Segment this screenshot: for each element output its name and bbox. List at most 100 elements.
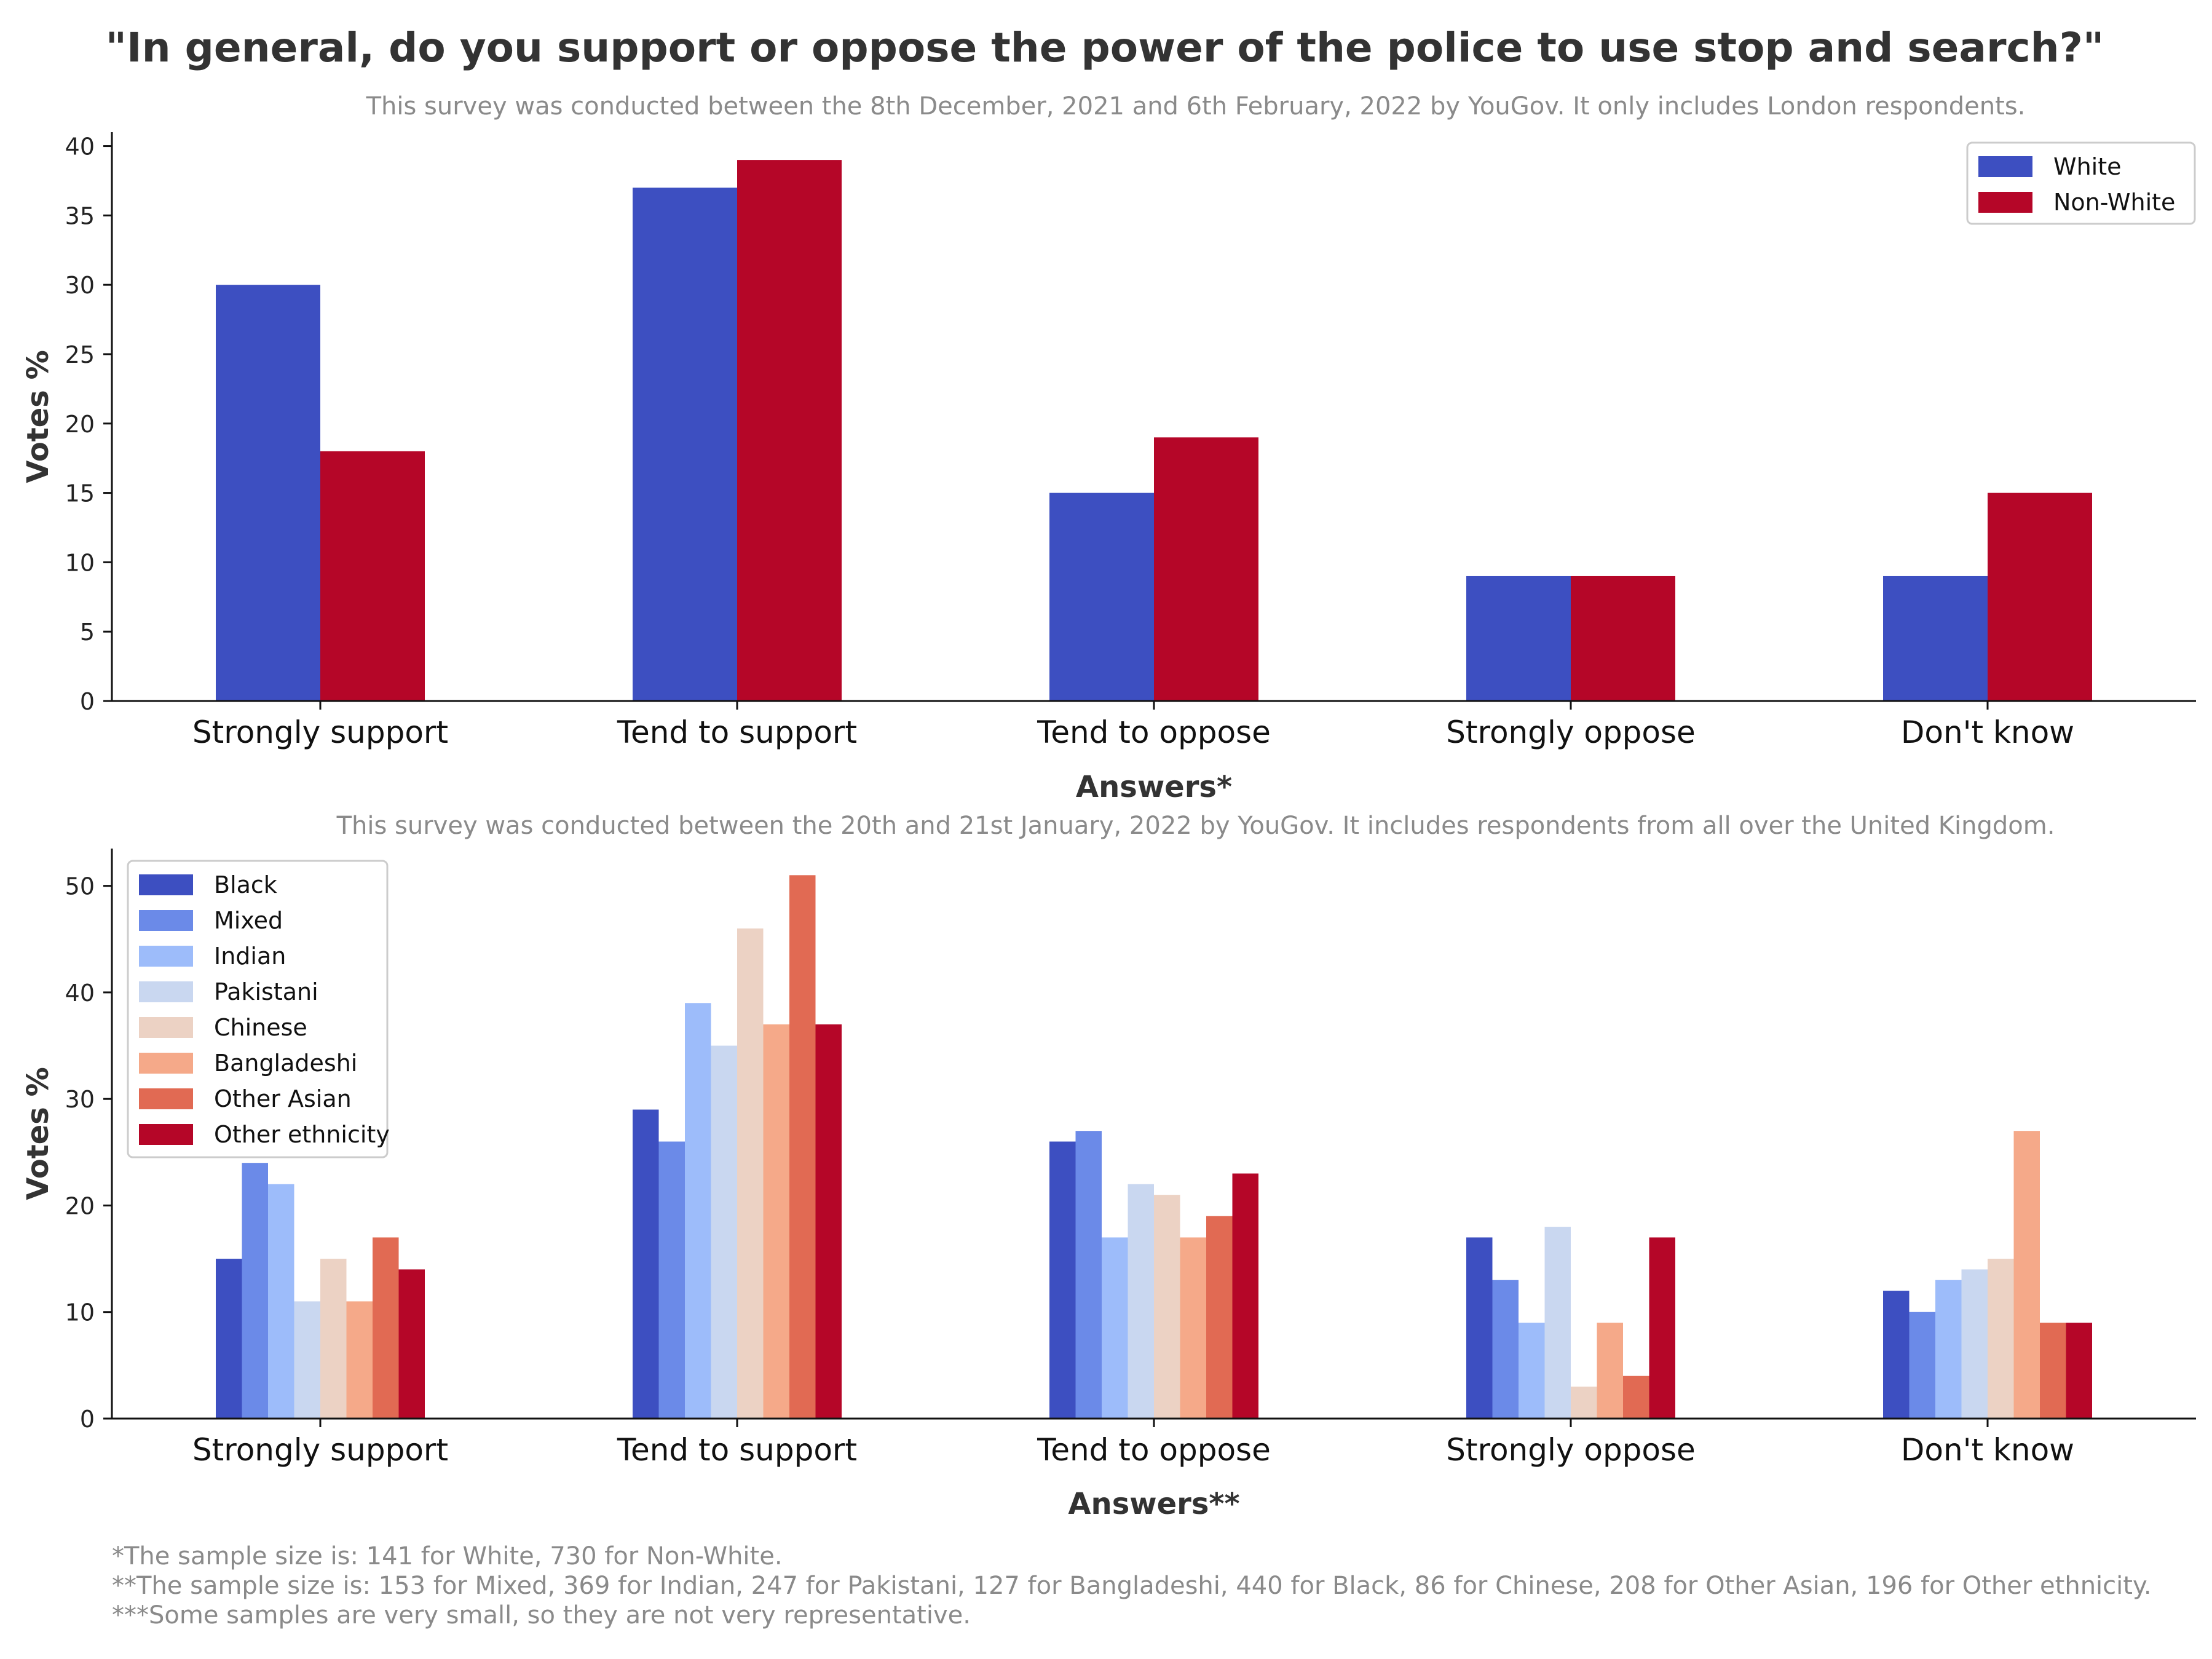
legend-swatch xyxy=(139,910,193,931)
x-tick-label: Strongly oppose xyxy=(1446,715,1696,750)
bar-pakistani-0 xyxy=(294,1301,320,1419)
footnote-3: ***Some samples are very small, so they … xyxy=(112,1601,971,1629)
bar-indian-4 xyxy=(1935,1280,1962,1419)
x-axis-label: Answers** xyxy=(1068,1487,1239,1521)
bar-white-2 xyxy=(1049,493,1154,701)
x-tick-label: Don't know xyxy=(1901,1432,2074,1468)
bar-bangladeshi-4 xyxy=(2013,1131,2040,1419)
x-tick-label: Strongly oppose xyxy=(1446,1432,1696,1468)
y-tick-label: 40 xyxy=(65,133,95,160)
x-tick-label: Strongly support xyxy=(192,715,448,750)
x-tick-label: Tend to oppose xyxy=(1037,1432,1271,1468)
bar-non-white-1 xyxy=(737,160,842,701)
bar-bangladeshi-2 xyxy=(1180,1237,1206,1419)
y-tick-label: 15 xyxy=(65,480,95,507)
footnote-2: **The sample size is: 153 for Mixed, 369… xyxy=(112,1572,2152,1600)
y-tick-label: 35 xyxy=(65,202,95,229)
chart-subtitle: This survey was conducted between the 8t… xyxy=(366,92,2026,121)
top-chart-panel: This survey was conducted between the 8t… xyxy=(21,92,2196,804)
y-tick-label: 10 xyxy=(65,549,95,576)
bar-mixed-3 xyxy=(1492,1280,1519,1419)
y-tick-label: 30 xyxy=(65,1086,95,1113)
bar-chinese-0 xyxy=(320,1259,347,1419)
bar-bangladeshi-0 xyxy=(346,1301,373,1419)
y-tick-label: 5 xyxy=(80,619,95,646)
bar-mixed-1 xyxy=(658,1141,685,1419)
bar-other-ethnicity-4 xyxy=(2066,1323,2092,1419)
bar-black-3 xyxy=(1466,1237,1493,1419)
bar-indian-3 xyxy=(1519,1323,1545,1419)
bar-indian-0 xyxy=(268,1184,294,1419)
bar-pakistani-1 xyxy=(711,1045,737,1419)
y-tick-label: 50 xyxy=(65,873,95,900)
bar-other-asian-0 xyxy=(373,1237,399,1419)
y-tick-label: 25 xyxy=(65,341,95,368)
y-tick-label: 20 xyxy=(65,411,95,438)
legend-label: White xyxy=(2053,153,2122,180)
bar-other-ethnicity-3 xyxy=(1649,1237,1675,1419)
bar-mixed-4 xyxy=(1909,1312,1935,1419)
legend-swatch xyxy=(139,1017,193,1038)
x-tick-label: Strongly support xyxy=(192,1432,448,1468)
legend-label: Chinese xyxy=(214,1014,307,1041)
y-axis-label: Votes % xyxy=(21,1067,55,1200)
legend-swatch xyxy=(1978,156,2032,177)
y-tick-label: 40 xyxy=(65,980,95,1007)
bar-pakistani-2 xyxy=(1128,1184,1154,1419)
bar-non-white-2 xyxy=(1154,437,1258,701)
bar-mixed-2 xyxy=(1075,1131,1102,1419)
bar-bangladeshi-3 xyxy=(1597,1323,1623,1419)
bar-non-white-3 xyxy=(1571,576,1675,701)
legend-label: Other Asian xyxy=(214,1085,352,1112)
bar-indian-1 xyxy=(685,1003,711,1419)
x-tick-label: Tend to support xyxy=(617,715,857,750)
bar-other-asian-2 xyxy=(1206,1216,1233,1419)
bar-other-asian-1 xyxy=(789,875,816,1419)
chart-title: "In general, do you support or oppose th… xyxy=(106,24,2104,71)
bar-chinese-1 xyxy=(737,928,764,1419)
y-tick-label: 10 xyxy=(65,1299,95,1326)
legend-swatch xyxy=(139,874,193,895)
bar-chinese-2 xyxy=(1154,1195,1180,1419)
y-tick-label: 0 xyxy=(80,688,95,715)
y-axis-label: Votes % xyxy=(21,350,55,483)
bar-chinese-4 xyxy=(1988,1259,2014,1419)
bar-black-4 xyxy=(1883,1291,1910,1419)
y-tick-label: 30 xyxy=(65,272,95,299)
legend-label: Non-White xyxy=(2053,189,2175,216)
footnote-1: *The sample size is: 141 for White, 730 … xyxy=(112,1542,783,1570)
x-axis-label: Answers* xyxy=(1076,770,1232,804)
bar-other-asian-3 xyxy=(1623,1376,1649,1419)
legend-swatch xyxy=(1978,192,2032,213)
legend-label: Other ethnicity xyxy=(214,1121,390,1148)
bar-other-ethnicity-2 xyxy=(1232,1173,1258,1419)
x-tick-label: Don't know xyxy=(1901,715,2074,750)
bottom-chart-panel: This survey was conducted between the 20… xyxy=(21,812,2196,1521)
bar-black-0 xyxy=(216,1259,242,1419)
legend-swatch xyxy=(139,1124,193,1145)
x-tick-label: Tend to oppose xyxy=(1037,715,1271,750)
x-tick-label: Tend to support xyxy=(617,1432,857,1468)
bar-black-1 xyxy=(633,1109,659,1419)
legend-label: Indian xyxy=(214,943,286,970)
legend-swatch xyxy=(139,1053,193,1074)
bar-non-white-4 xyxy=(1988,493,2092,701)
bar-indian-2 xyxy=(1102,1237,1128,1419)
legend-swatch xyxy=(139,1088,193,1109)
bar-chinese-3 xyxy=(1571,1387,1597,1419)
bar-white-4 xyxy=(1883,576,1988,701)
y-tick-label: 0 xyxy=(80,1406,95,1433)
legend-label: Bangladeshi xyxy=(214,1050,357,1077)
legend-label: Mixed xyxy=(214,907,283,934)
bar-bangladeshi-1 xyxy=(763,1024,789,1419)
legend-label: Pakistani xyxy=(214,978,318,1005)
bar-pakistani-3 xyxy=(1544,1227,1571,1419)
bar-other-ethnicity-1 xyxy=(815,1024,842,1419)
legend-swatch xyxy=(139,946,193,967)
y-tick-label: 20 xyxy=(65,1192,95,1219)
chart-subtitle: This survey was conducted between the 20… xyxy=(336,812,2055,840)
bar-other-asian-4 xyxy=(2040,1323,2066,1419)
bar-pakistani-4 xyxy=(1961,1269,1988,1419)
bar-black-2 xyxy=(1049,1141,1076,1419)
